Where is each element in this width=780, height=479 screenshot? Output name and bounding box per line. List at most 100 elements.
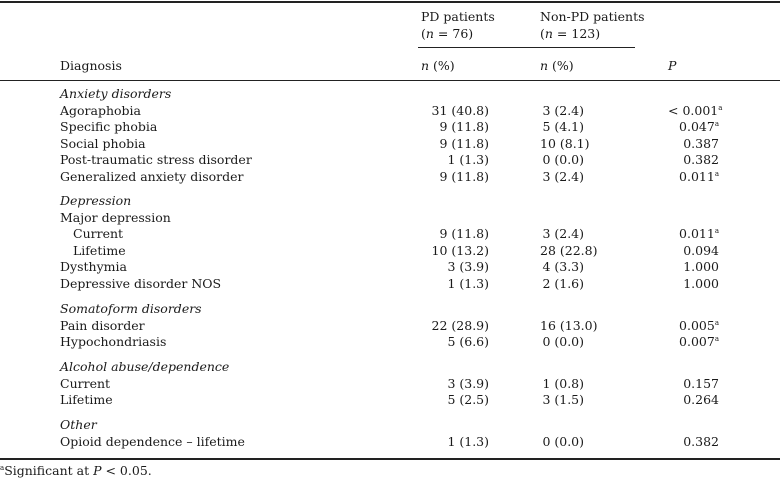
section-heading: Depression <box>60 193 132 208</box>
p-value-cell: 0.094 <box>683 242 719 258</box>
table-row: Current 3 (3.9) 1 (0.8) 0.157 <box>0 376 780 393</box>
diagnosis-label: Social phobia <box>60 135 146 151</box>
pd-value-cell: 3 (3.9) <box>447 259 489 274</box>
significance-marker: a <box>714 169 719 178</box>
section-heading-row: Depression <box>0 193 780 210</box>
non-pd-sample-size: (n = 123) <box>540 26 601 41</box>
non-pd-value-cell: 0 (0.0) <box>542 152 584 167</box>
pd-value-cell: 9 (11.8) <box>439 119 489 134</box>
p-value-cell: 0.264 <box>683 392 719 407</box>
non-pd-value-cell: 3 (2.4) <box>542 102 584 118</box>
p-value-column-header: P <box>668 58 677 73</box>
table-row: Post-traumatic stress disorder 1 (1.3) 0 (… <box>0 152 780 169</box>
p-value-cell: 1.000 <box>683 275 719 291</box>
non-pd-value-cell: 0 (0.0) <box>542 334 584 349</box>
diagnosis-column-header: Diagnosis <box>60 58 122 73</box>
pd-column-title: PD patients <box>421 9 495 24</box>
pd-value-cell: 1 (1.3) <box>447 433 489 449</box>
table-row: Agoraphobia 31 (40.8) 3 (2.4) < 0.001a <box>0 103 780 120</box>
significance-marker: a <box>718 103 723 112</box>
table-row: Generalized anxiety disorder 9 (11.8) 3 (2… <box>0 169 780 186</box>
table-bottom-rule <box>0 458 780 460</box>
non-pd-value-cell: 2 (1.6) <box>542 275 584 291</box>
table-row: Hypochondriasis 5 (6.6) 0 (0.0) 0.007a <box>0 334 780 351</box>
non-pd-value-cell: 5 (4.1) <box>542 119 584 134</box>
pd-value-cell: 31 (40.8) <box>431 102 489 118</box>
p-value-cell: 0.005a <box>679 317 719 333</box>
non-pd-column-title: Non-PD patients <box>540 9 645 24</box>
section-heading-row: Somatoform disorders <box>0 301 780 318</box>
non-pd-value-cell: 3 (2.4) <box>542 226 584 241</box>
header-rule <box>0 80 780 81</box>
non-pd-unit-header: n (%) <box>540 58 574 73</box>
table-row: Dysthymia 3 (3.9) 4 (3.3) 1.000 <box>0 259 780 276</box>
footnote: aSignificant at P < 0.05. <box>0 463 152 478</box>
p-value-cell: 0.007a <box>679 334 719 349</box>
pd-value-cell: 9 (11.8) <box>439 135 489 151</box>
diagnosis-label: Depressive disorder NOS <box>60 275 222 291</box>
p-value-cell: 0.047a <box>679 119 719 134</box>
non-pd-value-cell: 1 (0.8) <box>542 375 584 391</box>
pd-unit-header: n (%) <box>421 58 455 73</box>
pd-value-cell: 5 (6.6) <box>447 334 489 349</box>
section-heading-row: Anxiety disorders <box>0 86 780 103</box>
section-heading-row: Alcohol abuse/dependence <box>0 359 780 376</box>
non-pd-value-cell: 0 (0.0) <box>542 433 584 449</box>
pd-value-cell: 1 (1.3) <box>447 152 489 167</box>
non-pd-value-cell: 10 (8.1) <box>540 135 590 151</box>
pd-value-cell: 22 (28.9) <box>431 317 489 333</box>
section-heading: Anxiety disorders <box>60 86 172 101</box>
non-pd-value-cell: 3 (2.4) <box>542 168 584 184</box>
non-pd-value-cell: 3 (1.5) <box>542 392 584 407</box>
non-pd-value-cell: 4 (3.3) <box>542 259 584 274</box>
diagnosis-label: Hypochondriasis <box>60 334 167 349</box>
pd-sample-size: (n = 76) <box>421 26 474 41</box>
table-row: Current 9 (11.8) 3 (2.4) 0.011a <box>0 226 780 243</box>
table-row: Lifetime 5 (2.5) 3 (1.5) 0.264 <box>0 392 780 409</box>
diagnosis-label: Generalized anxiety disorder <box>60 168 244 184</box>
table-row: Lifetime 10 (13.2) 28 (22.8) 0.094 <box>0 243 780 260</box>
pd-value-cell: 9 (11.8) <box>439 168 489 184</box>
table-row: Pain disorder 22 (28.9) 16 (13.0) 0.005a <box>0 318 780 335</box>
diagnosis-label: Lifetime <box>60 392 113 407</box>
p-value-cell: 0.011a <box>679 168 719 184</box>
significance-marker: a <box>714 120 719 128</box>
diagnosis-label: Post-traumatic stress disorder <box>60 152 252 167</box>
significance-marker: a <box>714 335 719 343</box>
pd-value-cell: 10 (13.2) <box>431 242 489 258</box>
column-group-rule <box>418 47 635 48</box>
significance-marker: a <box>714 227 719 235</box>
p-value-cell: 0.011a <box>679 226 719 241</box>
diagnosis-label: Lifetime <box>73 242 126 258</box>
diagnosis-label: Agoraphobia <box>60 102 142 118</box>
diagnosis-label: Pain disorder <box>60 317 145 333</box>
section-heading: Other <box>60 417 97 432</box>
pd-value-cell: 5 (2.5) <box>447 392 489 407</box>
diagnosis-label: Major depression <box>60 209 171 225</box>
p-value-cell: < 0.001a <box>668 102 723 118</box>
section-heading: Alcohol abuse/dependence <box>60 359 230 374</box>
table-row: Opioid dependence – lifetime 1 (1.3) 0 (0.… <box>0 434 780 451</box>
p-value-cell: 1.000 <box>683 259 719 274</box>
diagnosis-label: Current <box>73 226 124 241</box>
pd-value-cell: 1 (1.3) <box>447 275 489 291</box>
section-heading: Somatoform disorders <box>60 301 202 316</box>
table-top-rule <box>0 1 780 3</box>
diagnosis-label: Specific phobia <box>60 119 158 134</box>
diagnosis-label: Opioid dependence – lifetime <box>60 433 245 449</box>
significance-marker: a <box>714 318 719 327</box>
p-value-cell: 0.387 <box>683 135 719 151</box>
diagnosis-label: Current <box>60 375 111 391</box>
pd-value-cell: 9 (11.8) <box>439 226 489 241</box>
table-row: Major depression <box>0 210 780 227</box>
diagnosis-label: Dysthymia <box>60 259 127 274</box>
pd-value-cell: 3 (3.9) <box>447 375 489 391</box>
table-row: Specific phobia 9 (11.8) 5 (4.1) 0.047a <box>0 119 780 136</box>
table-row: Depressive disorder NOS 1 (1.3) 2 (1.6) 1.0… <box>0 276 780 293</box>
p-value-cell: 0.382 <box>683 152 719 167</box>
section-heading-row: Other <box>0 417 780 434</box>
non-pd-value-cell: 16 (13.0) <box>540 317 598 333</box>
p-value-cell: 0.382 <box>683 433 719 449</box>
non-pd-value-cell: 28 (22.8) <box>540 242 598 258</box>
